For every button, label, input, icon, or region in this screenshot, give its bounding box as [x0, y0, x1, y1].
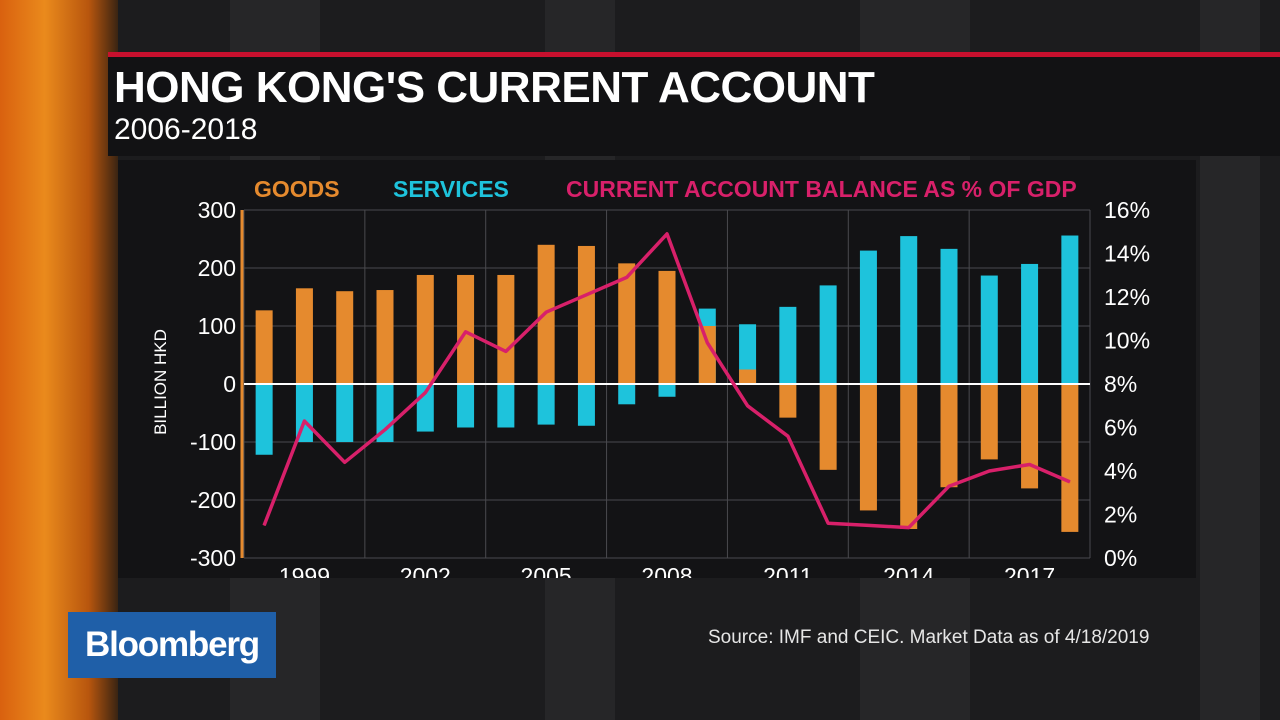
bar-goods	[980, 384, 998, 460]
bar-goods	[900, 384, 918, 529]
y-tick-right: 10%	[1104, 328, 1150, 354]
background-orange-panel	[0, 0, 118, 720]
bar-goods	[658, 270, 676, 384]
bar-goods	[739, 369, 757, 384]
bloomberg-logo: Bloomberg	[68, 612, 276, 678]
bar-goods	[376, 290, 394, 384]
legend-item: CURRENT ACCOUNT BALANCE AS % OF GDP	[566, 176, 1077, 202]
y-tick-right: 2%	[1104, 502, 1137, 528]
bar-goods	[497, 274, 515, 384]
point-balance	[465, 331, 467, 333]
bar-goods	[577, 245, 595, 384]
y-tick-left: -300	[190, 545, 236, 571]
y-tick-left: -100	[190, 429, 236, 455]
x-tick-label: 2011	[763, 563, 812, 578]
bar-goods	[1021, 384, 1039, 489]
point-balance	[867, 524, 869, 526]
point-balance	[263, 524, 265, 526]
y-tick-left: 100	[198, 313, 236, 339]
bar-services	[497, 384, 515, 428]
bar-services	[859, 250, 877, 384]
bar-services	[537, 384, 555, 425]
current-account-chart: 300 200 100 0 -100 -200 -300 16% 14% 12% 10% 8% 6% 4%…	[151, 176, 1150, 578]
chart-title: HONG KONG'S CURRENT ACCOUNT	[114, 63, 875, 112]
point-balance	[908, 527, 910, 529]
legend-item: SERVICES	[393, 176, 509, 202]
point-balance	[988, 470, 990, 472]
x-tick-label: 2014	[883, 563, 934, 578]
source-note: Source: IMF and CEIC. Market Data as of …	[708, 627, 1150, 648]
x-tick-label: 2008	[641, 563, 692, 578]
y-axis-label: BILLION HKD	[151, 329, 170, 435]
bar-services	[739, 324, 757, 384]
bar-goods	[859, 384, 877, 511]
y-tick-left: 300	[198, 197, 236, 223]
y-tick-right: 16%	[1104, 197, 1150, 223]
point-balance	[827, 522, 829, 524]
point-balance	[1029, 463, 1031, 465]
x-tick-label: 1999	[279, 563, 330, 578]
bar-goods	[819, 384, 837, 470]
point-balance	[706, 342, 708, 344]
y-tick-right: 0%	[1104, 545, 1137, 571]
y-tick-right: 4%	[1104, 458, 1137, 484]
point-balance	[303, 420, 305, 422]
bar-goods	[1061, 384, 1079, 532]
point-balance	[424, 392, 426, 394]
bar-services	[658, 384, 676, 397]
x-tick-label: 2002	[400, 563, 451, 578]
bar-services	[618, 384, 636, 405]
x-tick-label: 2017	[1004, 563, 1055, 578]
bar-goods	[618, 263, 636, 384]
point-balance	[384, 429, 386, 431]
bar-services	[336, 384, 354, 442]
point-balance	[626, 276, 628, 278]
point-balance	[948, 485, 950, 487]
point-balance	[344, 461, 346, 463]
point-balance	[505, 350, 507, 352]
bar-services	[779, 306, 797, 384]
bar-goods	[255, 310, 273, 384]
x-tick-label: 2005	[521, 563, 572, 578]
bar-services	[1061, 235, 1079, 384]
bar-goods	[295, 288, 313, 384]
bar-services	[457, 384, 475, 428]
bar-services	[577, 384, 595, 426]
y-tick-right: 8%	[1104, 371, 1137, 397]
y-tick-left: 0	[223, 371, 236, 397]
y-tick-left: -200	[190, 487, 236, 513]
bar-goods	[940, 384, 958, 488]
point-balance	[585, 294, 587, 296]
bar-goods	[698, 326, 716, 384]
y-tick-right: 14%	[1104, 241, 1150, 267]
bar-services	[819, 285, 837, 384]
bar-goods	[779, 384, 797, 418]
bar-goods	[336, 291, 354, 384]
point-balance	[1069, 481, 1071, 483]
header-panel	[108, 52, 1280, 156]
bar-services	[1021, 263, 1039, 384]
bar-goods	[457, 274, 475, 384]
point-balance	[666, 233, 668, 235]
chart-subtitle: 2006-2018	[114, 113, 258, 146]
chart-panel: 300 200 100 0 -100 -200 -300 16% 14% 12% 10% 8% 6% 4%…	[118, 160, 1196, 578]
bar-services	[980, 275, 998, 384]
point-balance	[787, 435, 789, 437]
y-tick-right: 6%	[1104, 415, 1137, 441]
bar-services	[255, 384, 273, 455]
bar-services	[940, 248, 958, 384]
y-tick-left: 200	[198, 255, 236, 281]
bar-goods	[416, 274, 434, 384]
point-balance	[545, 311, 547, 313]
point-balance	[747, 405, 749, 407]
bar-services	[900, 236, 918, 384]
y-tick-right: 12%	[1104, 284, 1150, 310]
legend-item: GOODS	[254, 176, 340, 202]
